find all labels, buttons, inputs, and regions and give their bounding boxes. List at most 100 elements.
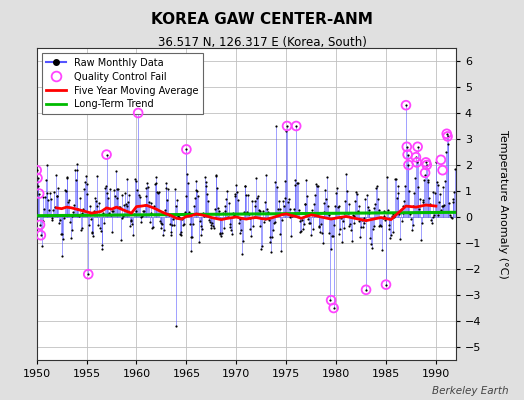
Point xyxy=(258,243,266,249)
Point xyxy=(279,198,287,204)
Point xyxy=(246,226,255,232)
Point xyxy=(88,230,96,236)
Point xyxy=(157,225,166,232)
Point xyxy=(116,237,125,243)
Point xyxy=(182,146,191,152)
Point xyxy=(106,212,115,218)
Point xyxy=(138,213,147,220)
Point xyxy=(72,167,81,174)
Point xyxy=(62,188,70,194)
Point xyxy=(327,297,335,303)
Point xyxy=(427,217,435,224)
Point xyxy=(343,188,351,194)
Point xyxy=(150,203,158,210)
Point xyxy=(320,209,328,215)
Point xyxy=(192,178,201,184)
Point xyxy=(45,207,53,213)
Point xyxy=(110,187,118,193)
Point xyxy=(83,180,92,187)
Point xyxy=(185,221,194,228)
Point xyxy=(378,247,386,253)
Point xyxy=(326,297,334,303)
Point xyxy=(339,218,347,225)
Point xyxy=(372,185,380,191)
Point xyxy=(197,231,205,238)
Point xyxy=(40,206,48,212)
Point xyxy=(136,194,144,200)
Point xyxy=(38,243,46,249)
Point xyxy=(333,184,341,191)
Point xyxy=(286,205,294,212)
Point xyxy=(32,167,41,174)
Point xyxy=(184,209,193,215)
Point xyxy=(111,192,119,199)
Point xyxy=(81,178,89,185)
Point xyxy=(209,223,217,229)
Point xyxy=(383,174,391,180)
Point xyxy=(219,210,227,216)
Point xyxy=(286,214,294,221)
Point xyxy=(300,200,309,207)
Point xyxy=(41,177,50,183)
Point xyxy=(171,203,180,209)
Point xyxy=(274,206,282,212)
Point xyxy=(228,231,236,237)
Point xyxy=(271,178,280,185)
Point xyxy=(403,151,412,158)
Point xyxy=(196,223,205,229)
Point xyxy=(412,159,421,166)
Point xyxy=(190,203,198,209)
Point xyxy=(269,219,278,226)
Point xyxy=(203,191,211,197)
Point xyxy=(396,236,405,242)
Point xyxy=(364,204,372,210)
Point xyxy=(50,189,58,195)
Point xyxy=(37,232,45,238)
Point xyxy=(239,238,247,244)
Point xyxy=(247,233,256,239)
Point xyxy=(223,188,231,194)
Point xyxy=(346,220,354,227)
Point xyxy=(146,200,155,207)
Point xyxy=(435,199,443,205)
Point xyxy=(253,195,261,202)
Point xyxy=(366,235,375,241)
Point xyxy=(114,186,123,192)
Point xyxy=(412,159,421,166)
Point xyxy=(338,239,346,245)
Point xyxy=(222,196,231,202)
Point xyxy=(140,202,149,208)
Point xyxy=(433,212,442,218)
Point xyxy=(408,222,417,228)
Point xyxy=(296,218,304,224)
Point xyxy=(285,196,293,202)
Point xyxy=(78,225,86,231)
Point xyxy=(56,217,64,223)
Point xyxy=(116,204,124,210)
Y-axis label: Temperature Anomaly (°C): Temperature Anomaly (°C) xyxy=(498,130,508,278)
Point xyxy=(205,217,213,224)
Point xyxy=(429,189,438,195)
Point xyxy=(139,207,147,214)
Point xyxy=(216,230,225,236)
Point xyxy=(332,189,340,196)
Point xyxy=(58,230,66,237)
Point xyxy=(241,182,249,189)
Point xyxy=(107,208,116,214)
Point xyxy=(384,207,392,213)
Point xyxy=(436,190,444,197)
Point xyxy=(91,194,99,201)
Point xyxy=(92,198,100,204)
Point xyxy=(86,203,94,210)
Point xyxy=(322,196,330,202)
Point xyxy=(266,239,275,246)
Point xyxy=(194,192,202,199)
Text: Berkeley Earth: Berkeley Earth xyxy=(432,386,508,396)
Point xyxy=(79,206,88,212)
Point xyxy=(414,184,423,190)
Point xyxy=(353,190,361,197)
Point xyxy=(245,214,254,221)
Point xyxy=(121,190,129,196)
Point xyxy=(365,207,374,214)
Point xyxy=(94,222,102,228)
